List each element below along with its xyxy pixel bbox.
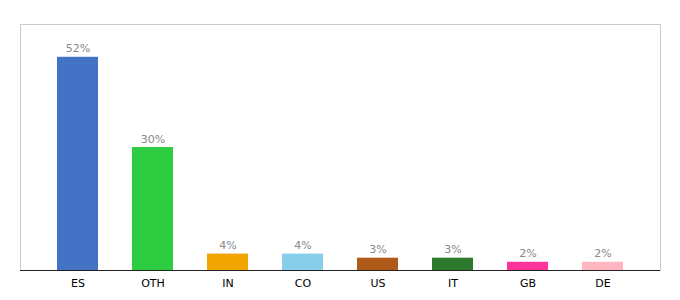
svg-text:DE: DE	[595, 277, 610, 290]
svg-text:OTH: OTH	[141, 277, 165, 290]
svg-text:2%: 2%	[519, 247, 536, 260]
svg-text:30%: 30%	[141, 133, 165, 146]
svg-text:CO: CO	[295, 277, 312, 290]
svg-text:GB: GB	[520, 277, 536, 290]
svg-text:52%: 52%	[66, 42, 90, 55]
svg-text:US: US	[370, 277, 385, 290]
svg-text:3%: 3%	[444, 243, 461, 256]
svg-text:4%: 4%	[294, 239, 311, 252]
svg-text:4%: 4%	[219, 239, 236, 252]
svg-text:2%: 2%	[594, 247, 611, 260]
svg-text:ES: ES	[71, 277, 85, 290]
svg-text:3%: 3%	[369, 243, 386, 256]
svg-text:IN: IN	[222, 277, 233, 290]
svg-text:IT: IT	[448, 277, 458, 290]
